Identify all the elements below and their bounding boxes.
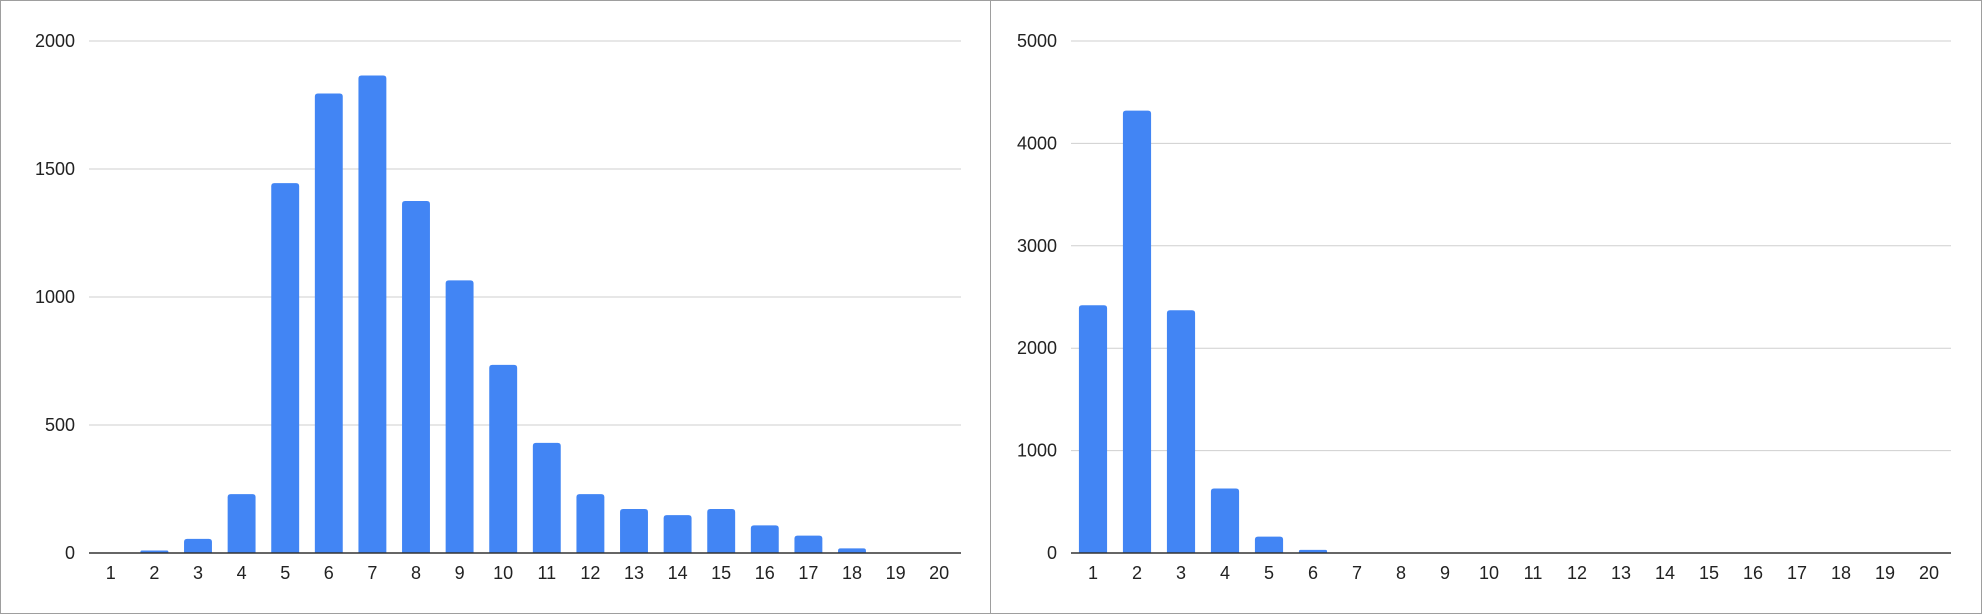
bar-3 bbox=[184, 538, 212, 553]
y-tick-label: 0 bbox=[1047, 543, 1057, 563]
x-tick-label: 1 bbox=[106, 563, 116, 583]
x-tick-label: 10 bbox=[493, 563, 513, 583]
bar-1 bbox=[1078, 305, 1108, 553]
x-tick-label: 5 bbox=[280, 563, 290, 583]
bar-5 bbox=[1254, 536, 1284, 553]
y-tick-label: 1000 bbox=[35, 287, 75, 307]
bar-3 bbox=[1166, 310, 1196, 553]
x-tick-label: 3 bbox=[1176, 563, 1186, 583]
x-tick-label: 15 bbox=[1699, 563, 1719, 583]
bar-4 bbox=[1210, 488, 1240, 553]
bar-10 bbox=[489, 364, 518, 553]
x-tick-label: 12 bbox=[1567, 563, 1587, 583]
bar-13 bbox=[620, 508, 648, 553]
x-tick-label: 16 bbox=[1743, 563, 1763, 583]
x-tick-label: 12 bbox=[580, 563, 600, 583]
bar-5 bbox=[271, 183, 300, 553]
bar-7 bbox=[358, 75, 387, 553]
x-tick-label: 14 bbox=[1655, 563, 1675, 583]
x-tick-label: 20 bbox=[1919, 563, 1939, 583]
y-tick-label: 2000 bbox=[1017, 338, 1057, 358]
x-tick-label: 13 bbox=[624, 563, 644, 583]
x-tick-label: 11 bbox=[537, 563, 556, 583]
x-tick-label: 2 bbox=[1132, 563, 1142, 583]
y-tick-label: 4000 bbox=[1017, 133, 1057, 153]
bar-17 bbox=[794, 535, 823, 553]
y-tick-label: 3000 bbox=[1017, 236, 1057, 256]
x-tick-label: 9 bbox=[1440, 563, 1450, 583]
x-tick-label: 15 bbox=[711, 563, 731, 583]
right-chart-panel: 0 1000 2000 3000 4000 5000 1 2 3 4 5 6 7 8 9 10 11 12 13 14… bbox=[990, 0, 1982, 614]
x-tick-label: 16 bbox=[755, 563, 775, 583]
left-chart-panel: 0 500 1000 1500 2000 1 2 3 4 5 6 7 8 9 10 11 12 13 14 15 16 1… bbox=[0, 0, 991, 614]
bar-6 bbox=[314, 93, 343, 553]
x-tick-label: 4 bbox=[1220, 563, 1230, 583]
x-tick-label: 7 bbox=[1352, 563, 1362, 583]
x-tick-label: 19 bbox=[886, 563, 906, 583]
bar-15 bbox=[707, 508, 736, 553]
bar-14 bbox=[663, 515, 692, 553]
x-tick-label: 11 bbox=[1524, 563, 1543, 583]
x-tick-label: 17 bbox=[798, 563, 818, 583]
y-tick-label: 500 bbox=[45, 415, 75, 435]
bar-2 bbox=[1122, 110, 1152, 553]
y-tick-label: 2000 bbox=[35, 31, 75, 51]
bar-4 bbox=[227, 494, 256, 553]
bar-12 bbox=[576, 494, 605, 553]
bar-16 bbox=[750, 525, 779, 553]
y-tick-label: 0 bbox=[65, 543, 75, 563]
x-tick-label: 8 bbox=[411, 563, 421, 583]
x-tick-label: 9 bbox=[455, 563, 465, 583]
x-tick-label: 10 bbox=[1479, 563, 1499, 583]
x-tick-label: 8 bbox=[1396, 563, 1406, 583]
y-tick-label: 1000 bbox=[1017, 441, 1057, 461]
bar-18 bbox=[838, 548, 866, 553]
x-tick-label: 13 bbox=[1611, 563, 1631, 583]
x-tick-label: 6 bbox=[1308, 563, 1318, 583]
x-tick-label: 2 bbox=[149, 563, 159, 583]
bar-9 bbox=[445, 280, 474, 553]
bar-11 bbox=[532, 442, 561, 553]
x-tick-label: 19 bbox=[1875, 563, 1895, 583]
x-tick-label: 3 bbox=[193, 563, 203, 583]
y-tick-label: 1500 bbox=[35, 159, 75, 179]
x-tick-label: 6 bbox=[324, 563, 334, 583]
x-tick-label: 18 bbox=[842, 563, 862, 583]
bar-6 bbox=[1298, 549, 1328, 553]
x-tick-label: 5 bbox=[1264, 563, 1274, 583]
bar-8 bbox=[402, 201, 430, 553]
x-tick-label: 18 bbox=[1831, 563, 1851, 583]
y-tick-label: 5000 bbox=[1017, 31, 1057, 51]
x-tick-label: 1 bbox=[1088, 563, 1098, 583]
x-tick-label: 7 bbox=[367, 563, 377, 583]
x-tick-label: 17 bbox=[1787, 563, 1807, 583]
x-tick-label: 4 bbox=[237, 563, 247, 583]
x-tick-label: 14 bbox=[668, 563, 688, 583]
x-tick-label: 20 bbox=[929, 563, 949, 583]
